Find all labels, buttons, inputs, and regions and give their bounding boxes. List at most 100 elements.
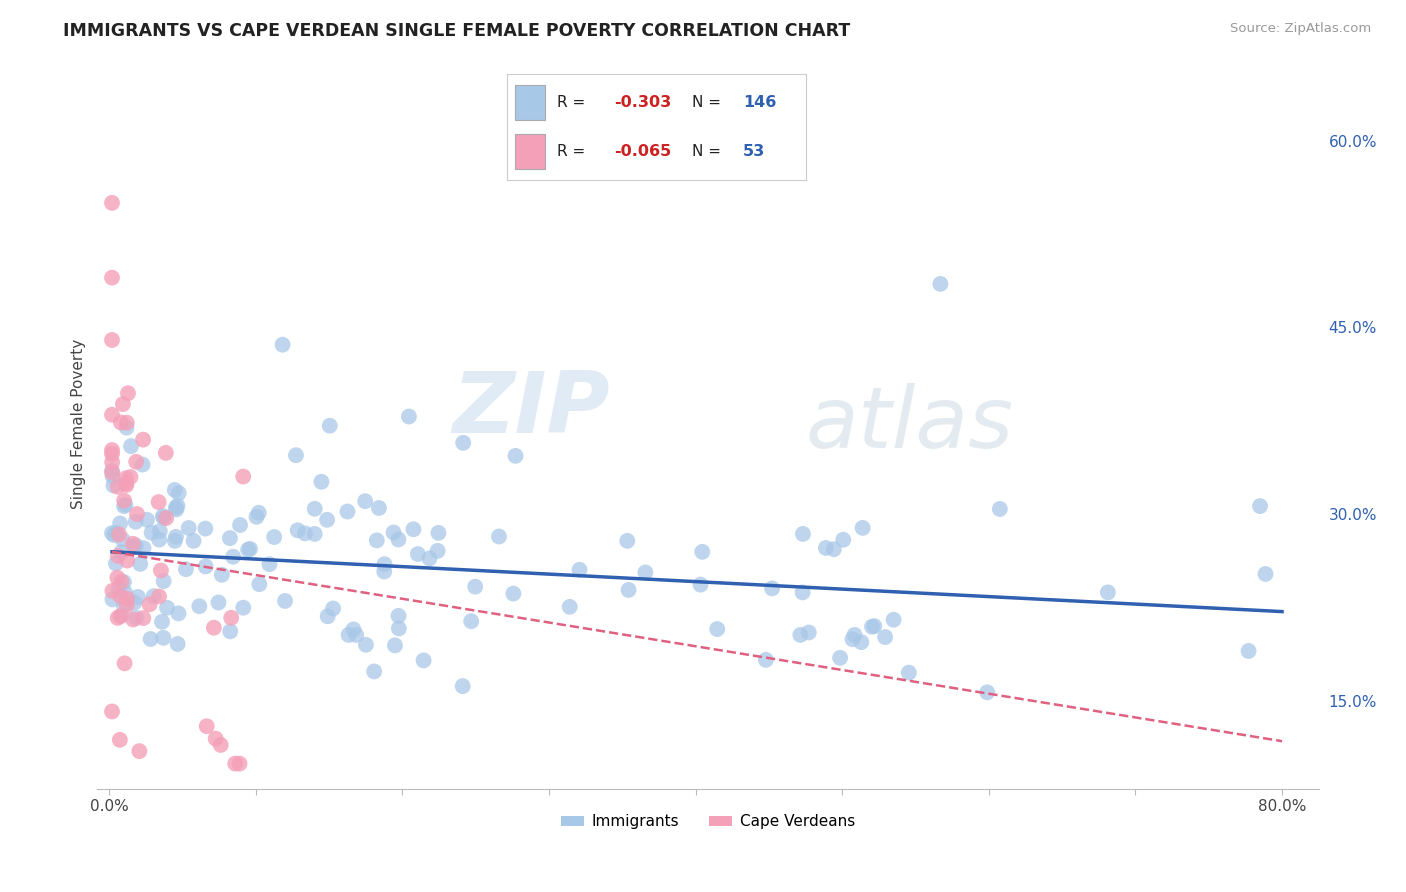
Point <box>194 559 217 574</box>
Point <box>844 628 866 642</box>
Point <box>101 583 124 598</box>
Point <box>124 538 146 552</box>
Point <box>101 469 124 483</box>
Point <box>148 533 170 547</box>
Point <box>111 397 134 411</box>
Point <box>337 628 360 642</box>
Point <box>103 528 125 542</box>
Point <box>115 416 138 430</box>
Point <box>232 469 254 483</box>
Point <box>101 270 124 285</box>
Point <box>336 504 359 518</box>
Point <box>322 601 344 615</box>
Point <box>789 628 811 642</box>
Point <box>451 435 474 450</box>
Point <box>384 639 406 653</box>
Point <box>166 499 188 513</box>
Point <box>165 500 187 515</box>
Point <box>156 600 179 615</box>
Point <box>342 623 364 637</box>
Point <box>104 557 127 571</box>
Point <box>263 530 285 544</box>
Point <box>568 563 591 577</box>
Text: atlas: atlas <box>806 383 1014 466</box>
Point <box>115 471 138 485</box>
Point <box>101 455 124 469</box>
Point <box>354 638 377 652</box>
Point <box>204 731 226 746</box>
Point <box>165 530 187 544</box>
Point <box>132 433 155 447</box>
Point <box>117 386 139 401</box>
Point <box>101 464 124 478</box>
Point <box>101 447 124 461</box>
Point <box>101 526 124 541</box>
Point <box>830 651 852 665</box>
Point <box>426 544 449 558</box>
Point <box>832 533 855 547</box>
Point <box>115 476 138 491</box>
Point <box>115 553 138 567</box>
Point <box>406 547 429 561</box>
Point <box>122 537 145 551</box>
Point <box>851 635 873 649</box>
Point <box>852 521 875 535</box>
Point <box>101 705 124 719</box>
Point <box>114 657 136 671</box>
Point <box>108 516 131 531</box>
Point <box>148 495 170 509</box>
Point <box>115 599 138 613</box>
Point <box>316 513 339 527</box>
Point <box>163 483 186 497</box>
Text: ZIP: ZIP <box>453 368 610 451</box>
Point <box>129 557 152 571</box>
Point <box>239 541 262 556</box>
Point <box>114 498 136 512</box>
Point <box>382 525 405 540</box>
Point <box>124 595 146 609</box>
Point <box>110 416 132 430</box>
Y-axis label: Single Female Poverty: Single Female Poverty <box>72 339 86 509</box>
Point <box>155 446 177 460</box>
Point <box>166 637 188 651</box>
Point <box>177 521 200 535</box>
Point <box>690 545 713 559</box>
Point <box>797 625 820 640</box>
Point <box>841 632 863 647</box>
Point <box>228 756 250 771</box>
Point <box>616 533 638 548</box>
Point <box>1249 499 1271 513</box>
Text: IMMIGRANTS VS CAPE VERDEAN SINGLE FEMALE POVERTY CORRELATION CHART: IMMIGRANTS VS CAPE VERDEAN SINGLE FEMALE… <box>63 22 851 40</box>
Point <box>167 486 190 500</box>
Point <box>105 571 128 585</box>
Point <box>107 480 129 494</box>
Point <box>412 653 434 667</box>
Point <box>112 599 135 613</box>
Point <box>166 502 188 516</box>
Point <box>112 574 135 589</box>
Point <box>131 458 153 472</box>
Point <box>105 526 128 541</box>
Point <box>111 533 134 547</box>
Point <box>316 609 339 624</box>
Point <box>115 420 138 434</box>
Point <box>209 738 232 752</box>
Point <box>1237 644 1260 658</box>
Text: Source: ZipAtlas.com: Source: ZipAtlas.com <box>1230 22 1371 36</box>
Point <box>202 621 225 635</box>
Point <box>188 599 211 614</box>
Point <box>124 540 146 554</box>
Point <box>706 622 728 636</box>
Point <box>110 589 132 603</box>
Point <box>897 665 920 680</box>
Point <box>101 195 124 210</box>
Point <box>122 613 145 627</box>
Point <box>138 598 160 612</box>
Point <box>108 527 131 541</box>
Legend: Immigrants, Cape Verdeans: Immigrants, Cape Verdeans <box>554 808 862 836</box>
Point <box>366 533 388 548</box>
Point <box>247 577 270 591</box>
Point <box>505 449 527 463</box>
Point <box>219 611 242 625</box>
Point <box>398 409 420 424</box>
